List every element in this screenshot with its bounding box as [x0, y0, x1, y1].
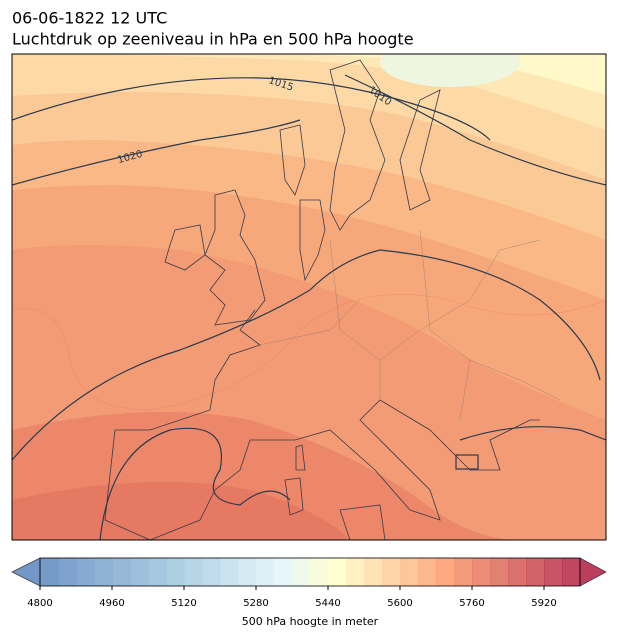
coastline [104, 309, 540, 540]
colorbar-band [94, 558, 113, 586]
colorbar-band [238, 558, 257, 586]
colorbar-band [382, 558, 401, 586]
colorbar-band [112, 558, 131, 586]
colorbar-band [274, 558, 293, 586]
coastline [399, 89, 441, 211]
colorbar-tick-label: 5920 [531, 598, 556, 609]
colorbar-band [436, 558, 455, 586]
colorbar-band [166, 558, 185, 586]
colorbar-extend [579, 557, 607, 587]
colorbar-band [256, 558, 275, 586]
colorbar-band [292, 558, 311, 586]
coastline [329, 59, 386, 231]
colorbar-tick-label: 5120 [171, 598, 196, 609]
colorbar-label: 500 hPa hoogte in meter [242, 615, 379, 628]
colorbar-band [346, 558, 365, 586]
title-line: Luchtdruk op zeeniveau in hPa en 500 hPa… [12, 30, 414, 49]
colorbar-band [526, 558, 545, 586]
colorbar-tick-label: 5280 [243, 598, 268, 609]
colorbar-band [418, 558, 437, 586]
isobar [344, 74, 606, 186]
colorbar-band [364, 558, 383, 586]
map-frame [11, 53, 607, 541]
coastline [279, 124, 306, 196]
colorbar-band [310, 558, 329, 586]
map [12, 54, 606, 540]
isobar [12, 249, 601, 461]
colorbar-tick-label: 4800 [27, 598, 52, 609]
isobar [12, 77, 491, 141]
colorbar-tick-label: 5440 [315, 598, 340, 609]
title-line: 06-06-1822 12 UTC [12, 9, 167, 28]
colorbar-band [562, 558, 581, 586]
coastline [164, 224, 206, 271]
colorbar-band [454, 558, 473, 586]
isobar [455, 454, 479, 470]
field-band [300, 54, 606, 95]
colorbar-band [76, 558, 95, 586]
colorbar-band [220, 558, 239, 586]
field-band [12, 482, 350, 540]
colorbar-band [472, 558, 491, 586]
colorbar-band [544, 558, 563, 586]
coastline [284, 444, 386, 540]
field-band [380, 54, 520, 87]
colorbar-band [508, 558, 527, 586]
colorbar-extend [11, 557, 41, 587]
contour-line [12, 294, 606, 411]
colorbar-band [328, 558, 347, 586]
colorbar-band [40, 558, 59, 586]
colorbar-tick-label: 5600 [387, 598, 412, 609]
isobar [459, 426, 606, 441]
colorbar-band [400, 558, 419, 586]
colorbar-tick-label: 5760 [459, 598, 484, 609]
colorbar-band [58, 558, 77, 586]
colorbar-band [490, 558, 509, 586]
coastline [299, 199, 326, 282]
colorbar-frame [39, 557, 581, 587]
coastline [204, 189, 266, 326]
border [259, 229, 561, 421]
colorbar-band [202, 558, 221, 586]
isobar [99, 427, 291, 540]
colorbar-band [184, 558, 203, 586]
isobar [12, 119, 301, 186]
colorbar-tick-label: 4960 [99, 598, 124, 609]
colorbar-band [130, 558, 149, 586]
colorbar-band [148, 558, 167, 586]
